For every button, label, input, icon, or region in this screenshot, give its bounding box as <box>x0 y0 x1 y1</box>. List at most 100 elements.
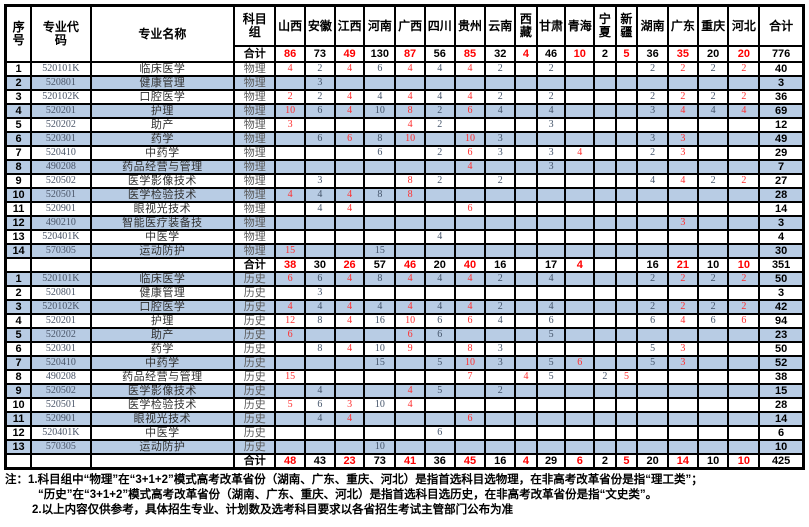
row-number-cell: 10 <box>4 187 33 203</box>
major-code-cell: 520502 <box>30 173 92 189</box>
row-number-cell: 10 <box>4 397 33 413</box>
plan-count-cell <box>514 103 538 119</box>
plan-count-cell <box>593 271 617 287</box>
plan-count-cell <box>514 201 538 217</box>
grand-total-cell: 87 <box>394 45 426 63</box>
major-name-cell: 健康管理 <box>89 285 236 301</box>
plan-count-cell <box>274 131 306 147</box>
subtotal-value-cell: 10 <box>727 453 761 470</box>
plan-count-cell <box>636 397 669 413</box>
plan-count-cell <box>564 201 596 217</box>
subtotal-value-cell: 2 <box>593 453 617 470</box>
province-header-河南: 河南 <box>363 4 397 47</box>
plan-count-cell: 2 <box>303 61 336 77</box>
subtotal-value-cell: 36 <box>423 453 456 470</box>
plan-count-cell: 4 <box>333 313 366 329</box>
plan-count-cell <box>333 327 366 343</box>
plan-count-cell: 2 <box>484 173 517 189</box>
plan-count-cell <box>453 215 487 231</box>
plan-count-cell <box>535 425 567 441</box>
table-row: 5 520202 助产 历史 6 6 6 5 23 <box>4 327 805 343</box>
plan-count-cell: 5 <box>423 355 456 371</box>
plan-count-cell: 2 <box>666 89 699 105</box>
plan-count-cell: 8 <box>303 313 336 329</box>
plan-count-cell: 4 <box>394 299 426 315</box>
plan-count-cell: 8 <box>453 341 487 357</box>
row-number-cell: 7 <box>4 145 33 161</box>
plan-count-cell <box>564 187 596 203</box>
major-name-cell: 眼视光技术 <box>89 411 236 427</box>
plan-count-cell: 4 <box>333 187 366 203</box>
plan-count-cell <box>727 341 761 357</box>
plan-count-cell <box>727 187 761 203</box>
plan-count-cell <box>484 215 517 231</box>
table-row: 1 520101K 临床医学 物理 4 2 4 6 4 4 4 2 2 2 2 2 2 40 <box>4 61 805 77</box>
plan-count-cell <box>535 187 567 203</box>
plan-count-cell <box>274 341 306 357</box>
plan-count-cell: 8 <box>394 187 426 203</box>
plan-count-cell <box>394 439 426 455</box>
plan-count-cell: 6 <box>274 327 306 343</box>
plan-count-cell <box>696 285 730 301</box>
plan-count-cell: 4 <box>363 299 397 315</box>
plan-count-cell <box>423 201 456 217</box>
plan-count-cell <box>593 173 617 189</box>
plan-count-cell: 2 <box>696 173 730 189</box>
plan-count-cell <box>363 75 397 91</box>
plan-count-cell <box>535 173 567 189</box>
grand-total-cell: 5 <box>614 45 639 63</box>
plan-count-cell <box>696 215 730 231</box>
plan-count-cell <box>453 75 487 91</box>
plan-count-cell: 6 <box>423 425 456 441</box>
plan-count-cell: 5 <box>535 355 567 371</box>
plan-count-cell: 2 <box>484 61 517 77</box>
plan-count-cell: 4 <box>727 103 761 119</box>
plan-count-cell <box>363 383 397 399</box>
major-name-cell: 健康管理 <box>89 75 236 91</box>
major-code-cell: 520301 <box>30 131 92 147</box>
table-row: 6 520301 药学 历史 8 4 10 9 8 3 5 3 50 <box>4 341 805 357</box>
subtotal-value-cell: 26 <box>333 257 366 273</box>
subject-group-cell: 历史 <box>233 369 277 385</box>
subtotal-value-cell: 10 <box>696 257 730 273</box>
enrollment-plan-table: 序 号专业代 码专业名称 科目 组山西 安徽 江西 河南 广西 四川 贵州 云南西 藏甘肃 青海宁… <box>4 4 805 470</box>
plan-count-cell <box>564 117 596 133</box>
plan-count-cell <box>727 243 761 259</box>
plan-count-cell <box>696 75 730 91</box>
empty-cell <box>30 453 92 470</box>
subtotal-value-cell: 21 <box>666 257 699 273</box>
plan-count-cell <box>636 75 669 91</box>
plan-count-cell: 3 <box>484 355 517 371</box>
plan-count-cell: 4 <box>394 117 426 133</box>
plan-count-cell: 4 <box>274 187 306 203</box>
plan-count-cell: 2 <box>593 369 617 385</box>
plan-count-cell <box>274 159 306 175</box>
plan-count-cell <box>727 369 761 385</box>
plan-count-cell: 2 <box>727 173 761 189</box>
plan-count-cell <box>514 285 538 301</box>
plan-count-cell: 4 <box>535 299 567 315</box>
row-total-cell: 3 <box>758 215 805 231</box>
plan-count-cell <box>666 369 699 385</box>
plan-count-cell <box>333 425 366 441</box>
plan-count-cell: 3 <box>666 145 699 161</box>
plan-count-cell <box>564 89 596 105</box>
plan-count-cell: 4 <box>303 187 336 203</box>
table-row: 4 520201 护理 物理 10 6 4 10 8 2 6 4 4 3 4 4 4 69 <box>4 103 805 119</box>
plan-count-cell <box>696 117 730 133</box>
plan-count-cell <box>514 243 538 259</box>
plan-count-cell <box>696 327 730 343</box>
plan-count-cell <box>535 383 567 399</box>
province-header-广东: 广东 <box>666 4 699 47</box>
plan-count-cell: 4 <box>666 313 699 329</box>
row-number-cell: 4 <box>4 103 33 119</box>
grand-total-cell: 20 <box>727 45 761 63</box>
grand-total-cell: 49 <box>333 45 366 63</box>
plan-count-cell <box>535 285 567 301</box>
plan-count-cell <box>614 89 639 105</box>
plan-count-cell <box>514 299 538 315</box>
plan-count-cell <box>274 439 306 455</box>
subtotal-value-cell: 14 <box>666 453 699 470</box>
plan-count-cell: 4 <box>333 411 366 427</box>
plan-count-cell <box>453 187 487 203</box>
